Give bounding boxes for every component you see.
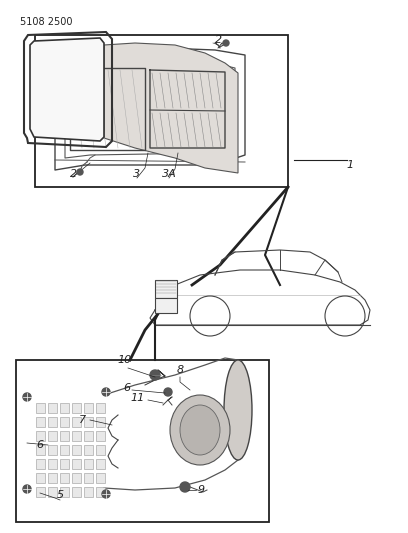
- Bar: [36, 487, 45, 497]
- Text: 5108 2500: 5108 2500: [20, 17, 73, 27]
- Bar: [48, 487, 57, 497]
- Circle shape: [102, 490, 110, 498]
- Bar: [60, 473, 69, 483]
- Ellipse shape: [224, 360, 252, 460]
- Bar: [36, 431, 45, 441]
- Text: 10: 10: [118, 355, 132, 365]
- Bar: [96, 473, 105, 483]
- Text: 6: 6: [36, 440, 44, 450]
- Bar: [84, 445, 93, 455]
- Bar: [84, 431, 93, 441]
- Circle shape: [102, 388, 110, 396]
- Bar: [48, 473, 57, 483]
- Bar: [36, 473, 45, 483]
- Polygon shape: [30, 38, 104, 141]
- Circle shape: [164, 388, 172, 396]
- Bar: [84, 403, 93, 413]
- Bar: [72, 459, 81, 469]
- Bar: [48, 445, 57, 455]
- Bar: [155, 298, 177, 313]
- Circle shape: [23, 485, 31, 493]
- Bar: [60, 459, 69, 469]
- Bar: [96, 445, 105, 455]
- Bar: [96, 403, 105, 413]
- Bar: [35, 35, 288, 187]
- Bar: [84, 417, 93, 427]
- Bar: [60, 403, 69, 413]
- Bar: [60, 431, 69, 441]
- Text: 1: 1: [347, 160, 354, 170]
- Bar: [48, 417, 57, 427]
- Text: 9: 9: [198, 485, 205, 495]
- Circle shape: [23, 393, 31, 401]
- Bar: [48, 431, 57, 441]
- Circle shape: [150, 370, 160, 380]
- Circle shape: [180, 482, 190, 492]
- Bar: [48, 459, 57, 469]
- Bar: [84, 459, 93, 469]
- Ellipse shape: [180, 405, 220, 455]
- Bar: [36, 459, 45, 469]
- Circle shape: [77, 169, 83, 175]
- Bar: [60, 445, 69, 455]
- Bar: [48, 403, 57, 413]
- Circle shape: [223, 40, 229, 46]
- Text: 2: 2: [70, 168, 77, 179]
- Text: 5: 5: [56, 490, 64, 500]
- Bar: [36, 403, 45, 413]
- Bar: [155, 280, 177, 298]
- Text: 3: 3: [133, 168, 140, 179]
- Text: 7: 7: [80, 415, 86, 425]
- Bar: [72, 431, 81, 441]
- Bar: [96, 487, 105, 497]
- Bar: [96, 417, 105, 427]
- Bar: [36, 417, 45, 427]
- Bar: [60, 487, 69, 497]
- Text: 11: 11: [131, 393, 145, 403]
- Bar: [96, 459, 105, 469]
- Bar: [84, 487, 93, 497]
- Bar: [16, 360, 269, 522]
- Ellipse shape: [170, 395, 230, 465]
- Polygon shape: [104, 43, 238, 173]
- Bar: [72, 473, 81, 483]
- Bar: [96, 431, 105, 441]
- Text: 6: 6: [123, 383, 130, 393]
- Bar: [72, 417, 81, 427]
- Bar: [84, 473, 93, 483]
- Text: 3A: 3A: [162, 168, 177, 179]
- Bar: [36, 445, 45, 455]
- Text: 2: 2: [215, 35, 222, 45]
- Text: 8: 8: [176, 365, 184, 375]
- Bar: [72, 487, 81, 497]
- Bar: [60, 417, 69, 427]
- Bar: [72, 403, 81, 413]
- Bar: [72, 445, 81, 455]
